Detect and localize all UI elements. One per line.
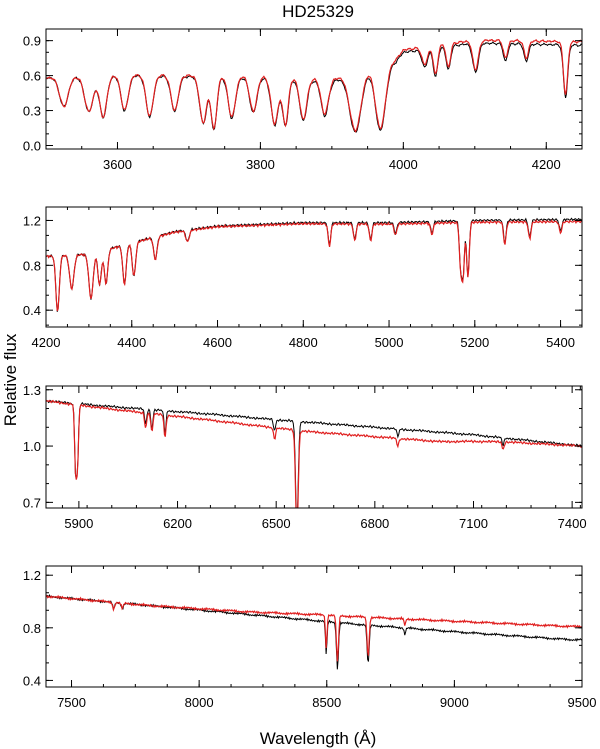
x-tick-label: 5200 [460, 335, 489, 350]
x-tick-label: 6500 [262, 516, 291, 531]
y-tick-label: 0.3 [23, 104, 41, 119]
y-tick-label: 1.2 [23, 213, 41, 228]
x-tick-label: 6800 [360, 516, 389, 531]
x-tick-label: 9500 [568, 695, 597, 710]
x-tick-label: 7500 [57, 695, 86, 710]
plot-frame [45, 385, 583, 509]
y-tick-label: 1.2 [23, 568, 41, 583]
panel-1: 3600 3800 4000 4200 0.0 0.3 0.6 0.9 [23, 28, 583, 172]
chart-title: HD25329 [282, 2, 354, 21]
y-tick-label: 0.6 [23, 69, 41, 84]
x-tick-label: 3600 [103, 157, 132, 172]
model-spectrum-line [46, 219, 582, 312]
x-tick-label: 7100 [459, 516, 488, 531]
y-tick-label: 0.9 [23, 34, 41, 49]
panels-group: 3600 3800 4000 4200 0.0 0.3 0.6 0.9 4200 4400 4600… [23, 28, 597, 710]
y-tick-label: 0.7 [23, 495, 41, 510]
plot-frame [45, 565, 583, 688]
plot-frame [45, 28, 583, 150]
observed-spectrum-line [46, 399, 582, 508]
x-tick-label: 8500 [312, 695, 341, 710]
model-spectrum-line [46, 594, 582, 662]
observed-spectrum-line [46, 41, 582, 133]
y-tick-label: 0.8 [23, 258, 41, 273]
y-tick-label: 1.0 [23, 439, 41, 454]
x-tick-label: 4800 [289, 335, 318, 350]
x-tick-label: 3800 [246, 157, 275, 172]
x-tick-label: 5400 [546, 335, 575, 350]
panel-3: 5900 6200 6500 6800 7100 7400 0.7 1.0 1.3 [23, 383, 587, 531]
y-tick-label: 0.4 [23, 673, 41, 688]
plot-frame [45, 206, 583, 328]
x-tick-label: 8000 [185, 695, 214, 710]
panel-4: 7500 8000 8500 9000 9500 0.4 0.8 1.2 [23, 565, 597, 710]
x-tick-label: 9000 [440, 695, 469, 710]
model-spectrum-line [46, 399, 582, 508]
x-tick-label: 4200 [32, 335, 61, 350]
x-tick-label: 4600 [203, 335, 232, 350]
y-tick-label: 0.4 [23, 303, 41, 318]
y-axis-title: Relative flux [1, 333, 20, 426]
y-tick-label: 0.0 [23, 139, 41, 154]
x-tick-label: 5900 [64, 516, 93, 531]
x-tick-label: 4400 [117, 335, 146, 350]
x-tick-label: 7400 [558, 516, 587, 531]
x-tick-label: 5000 [375, 335, 404, 350]
y-tick-label: 0.8 [23, 621, 41, 636]
x-tick-label: 6200 [163, 516, 192, 531]
x-tick-label: 4000 [389, 157, 418, 172]
observed-spectrum-line [46, 593, 582, 670]
x-tick-label: 4200 [532, 157, 561, 172]
model-spectrum-line [46, 38, 582, 133]
x-axis-title: Wavelength (Å) [260, 729, 377, 748]
y-tick-label: 1.3 [23, 383, 41, 398]
panel-2: 4200 4400 4600 4800 5000 5200 5400 0.4 0.8 1.2 [23, 206, 583, 350]
